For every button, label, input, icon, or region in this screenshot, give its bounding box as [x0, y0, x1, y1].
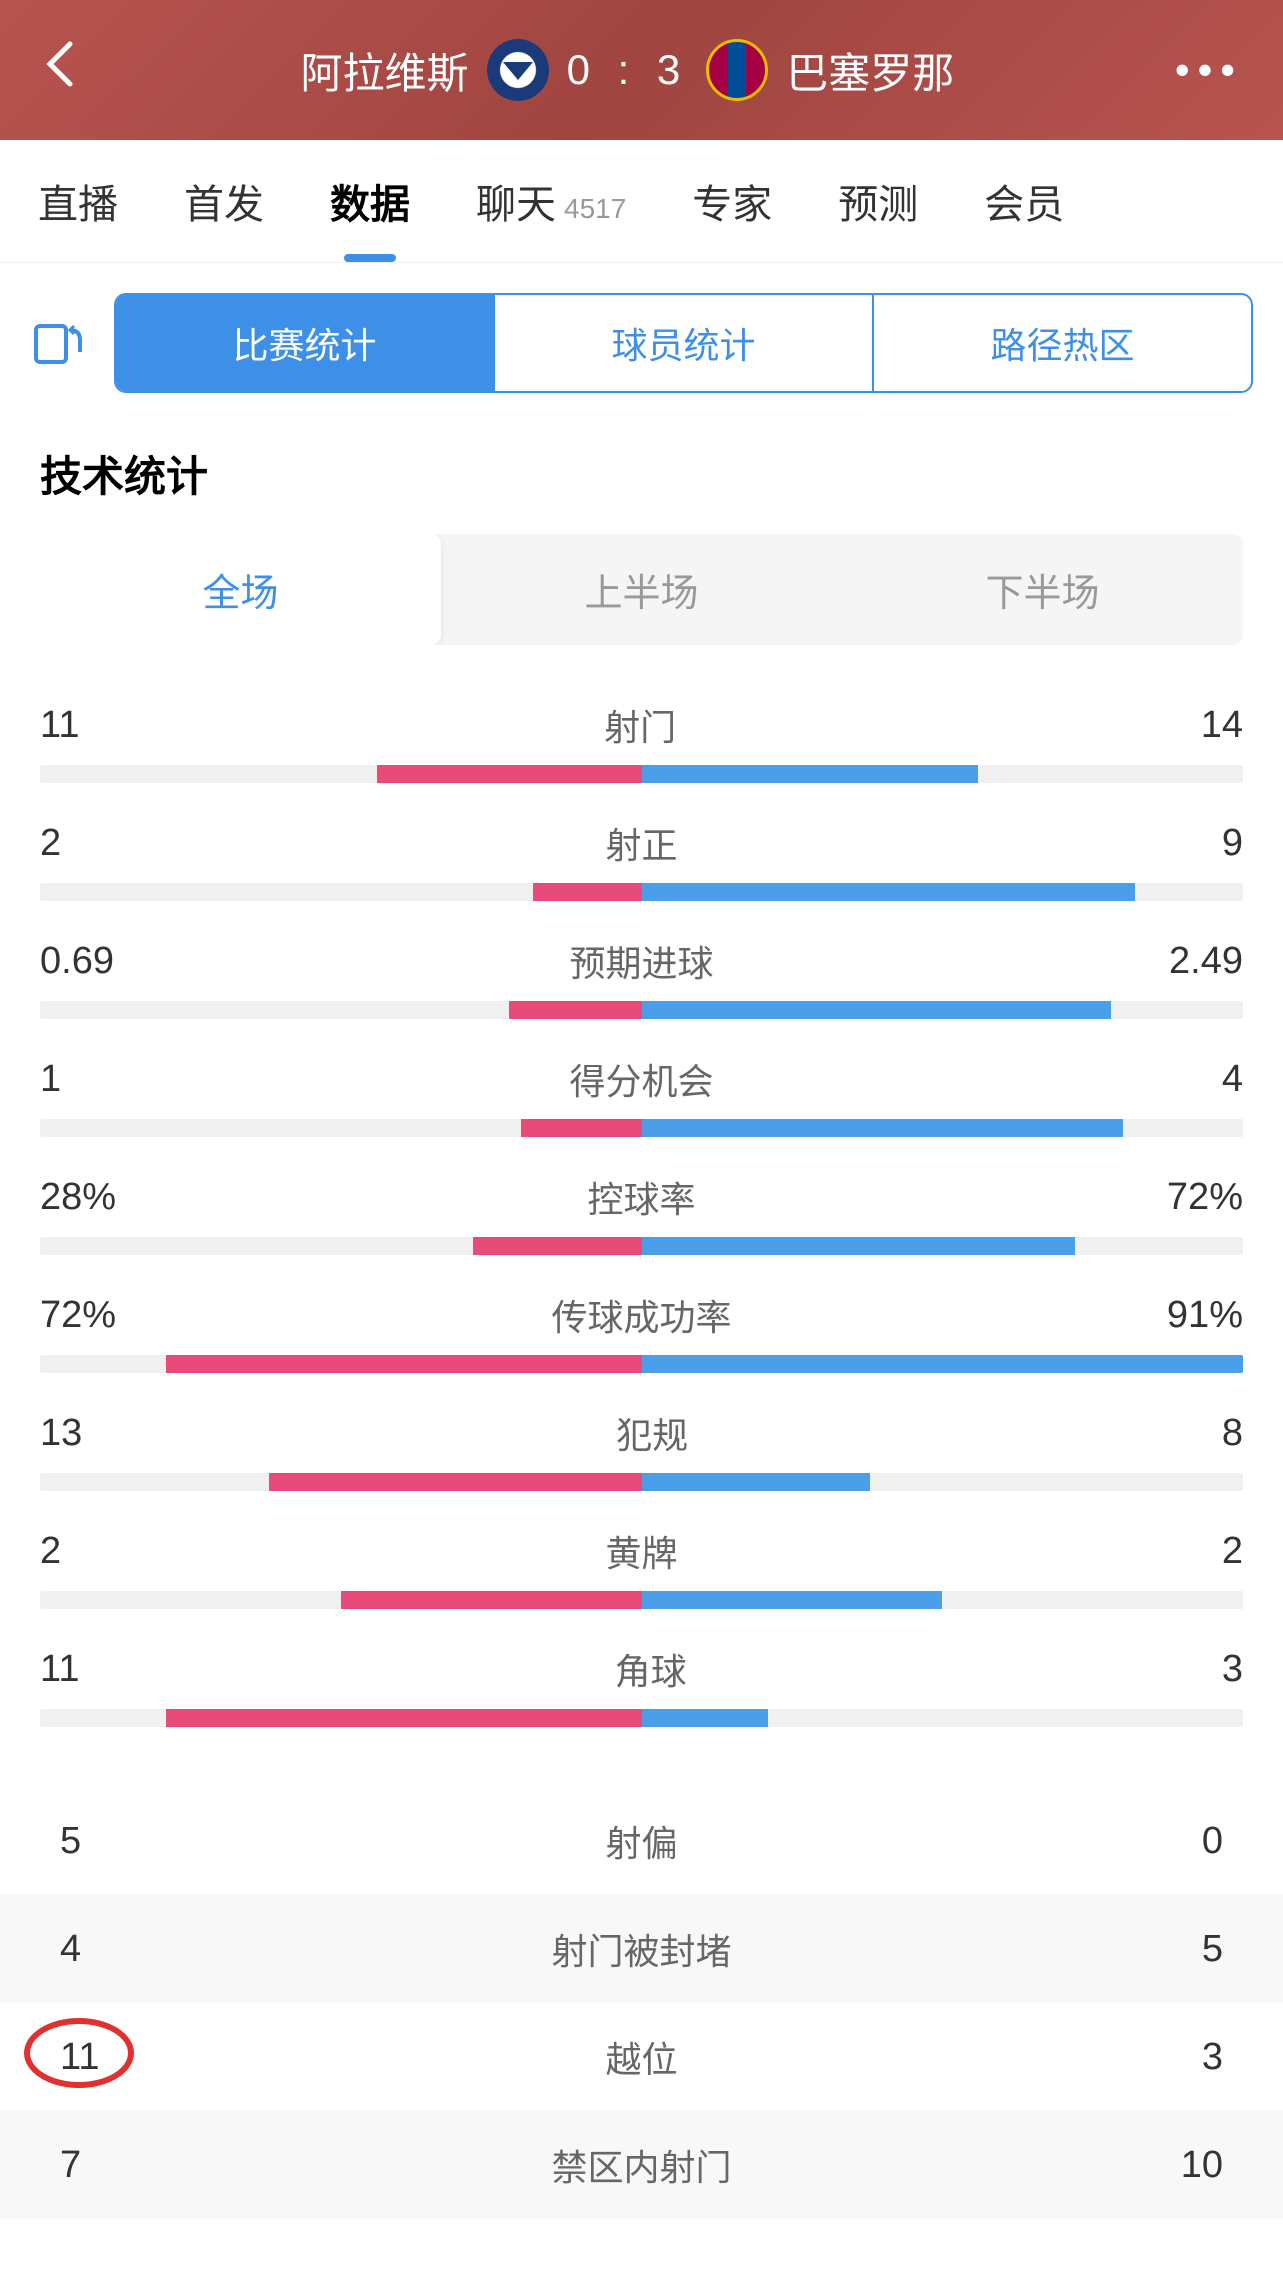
stat-away-value: 4: [1222, 1058, 1243, 1101]
nav-tab-5[interactable]: 预测: [830, 140, 926, 262]
stat-home-value: 11: [40, 1648, 79, 1691]
away-team-logo: [706, 39, 768, 101]
stat-name: 控球率: [587, 1171, 695, 1223]
stat-name: 犯规: [616, 1407, 688, 1459]
simple-away-value: 3: [1123, 2036, 1223, 2079]
stat-row: 2 射正 9: [0, 793, 1283, 911]
stat-home-value: 1: [40, 1058, 61, 1101]
stat-row: 2 黄牌 2: [0, 1501, 1283, 1619]
simple-home-value: 5: [60, 1820, 160, 1863]
stat-row: 0.69 预期进球 2.49: [0, 911, 1283, 1029]
match-header: 阿拉维斯 0 : 3 巴塞罗那 •••: [0, 0, 1283, 140]
stat-name: 角球: [615, 1643, 687, 1695]
nav-tab-1[interactable]: 首发: [176, 140, 272, 262]
stat-bar: [40, 1355, 1243, 1373]
stat-bar: [40, 1001, 1243, 1019]
nav-tab-3[interactable]: 聊天4517: [468, 140, 634, 262]
nav-tab-label: 聊天: [476, 172, 556, 230]
nav-tab-4[interactable]: 专家: [684, 140, 780, 262]
score-display: 阿拉维斯 0 : 3 巴塞罗那: [80, 39, 1175, 101]
simple-stat-name: 禁区内射门: [551, 2139, 731, 2191]
stat-away-value: 91%: [1167, 1294, 1243, 1337]
period-tab-1[interactable]: 上半场: [441, 534, 842, 645]
simple-away-value: 10: [1123, 2144, 1223, 2187]
stat-bar: [40, 1591, 1243, 1609]
stat-name: 黄牌: [605, 1525, 677, 1577]
home-team-name: 阿拉维斯: [301, 40, 469, 101]
simple-stat-row: 4 射门被封堵 5: [0, 1895, 1283, 2003]
stat-bar: [40, 1119, 1243, 1137]
nav-tab-count: 4517: [564, 193, 626, 225]
simple-stat-row: 7 禁区内射门 10: [0, 2111, 1283, 2219]
nav-tab-0[interactable]: 直播: [30, 140, 126, 262]
stat-row: 13 犯规 8: [0, 1383, 1283, 1501]
stat-home-value: 2: [40, 822, 61, 865]
stat-home-value: 28%: [40, 1176, 116, 1219]
segment-0[interactable]: 比赛统计: [116, 295, 495, 391]
home-team-logo: [487, 39, 549, 101]
simple-stat-name: 射门被封堵: [551, 1923, 731, 1975]
stat-bar: [40, 1473, 1243, 1491]
main-nav-tabs: 直播首发数据聊天4517专家预测会员: [0, 140, 1283, 263]
simple-home-value: 7: [60, 2144, 160, 2187]
back-button[interactable]: [40, 34, 80, 107]
stat-away-value: 72%: [1167, 1176, 1243, 1219]
stat-away-value: 2.49: [1169, 940, 1243, 983]
bar-stats-list: 11 射门 14 2 射正 9 0.69 预期进球 2.49 1: [0, 675, 1283, 1737]
stat-bar: [40, 1237, 1243, 1255]
stats-segment-control: 比赛统计球员统计路径热区: [114, 293, 1253, 393]
section-title: 技术统计: [0, 423, 1283, 534]
stat-name: 预期进球: [569, 935, 713, 987]
more-button[interactable]: •••: [1175, 46, 1243, 94]
period-tab-0[interactable]: 全场: [40, 534, 441, 645]
stat-away-value: 8: [1222, 1412, 1243, 1455]
nav-tab-6[interactable]: 会员: [976, 140, 1072, 262]
nav-tab-label: 预测: [838, 172, 918, 230]
stat-row: 11 角球 3: [0, 1619, 1283, 1737]
stat-home-value: 2: [40, 1530, 61, 1573]
simple-home-value: 11: [60, 2036, 160, 2079]
stat-bar: [40, 765, 1243, 783]
stat-home-value: 0.69: [40, 940, 114, 983]
stat-away-value: 14: [1201, 704, 1243, 747]
simple-home-value: 4: [60, 1928, 160, 1971]
match-score: 0 : 3: [567, 46, 689, 94]
segment-2[interactable]: 路径热区: [874, 295, 1251, 391]
period-tab-2[interactable]: 下半场: [842, 534, 1243, 645]
stat-home-value: 72%: [40, 1294, 116, 1337]
stat-home-value: 11: [40, 704, 79, 747]
nav-tab-label: 会员: [984, 172, 1064, 230]
sub-tabs-row: 比赛统计球员统计路径热区: [0, 263, 1283, 423]
segment-1[interactable]: 球员统计: [495, 295, 874, 391]
stat-name: 射门: [604, 699, 676, 751]
nav-tab-label: 直播: [38, 172, 118, 230]
stat-row: 28% 控球率 72%: [0, 1147, 1283, 1265]
period-tabs: 全场上半场下半场: [40, 534, 1243, 645]
simple-stat-row: 11 越位 3: [0, 2003, 1283, 2111]
stat-bar: [40, 1709, 1243, 1727]
stat-bar: [40, 883, 1243, 901]
rotate-icon[interactable]: [30, 316, 84, 370]
simple-stats-list: 5 射偏 0 4 射门被封堵 5 11 越位 3 7 禁区内射门 10: [0, 1787, 1283, 2219]
stat-away-value: 2: [1222, 1530, 1243, 1573]
simple-stat-name: 越位: [605, 2031, 677, 2083]
nav-tab-label: 首发: [184, 172, 264, 230]
simple-stat-row: 5 射偏 0: [0, 1787, 1283, 1895]
away-team-name: 巴塞罗那: [786, 40, 954, 101]
simple-stat-name: 射偏: [605, 1815, 677, 1867]
stat-name: 射正: [605, 817, 677, 869]
nav-tab-label: 数据: [330, 172, 410, 230]
stat-name: 得分机会: [569, 1053, 713, 1105]
nav-tab-label: 专家: [692, 172, 772, 230]
stat-away-value: 3: [1222, 1648, 1243, 1691]
stat-home-value: 13: [40, 1412, 82, 1455]
stat-row: 72% 传球成功率 91%: [0, 1265, 1283, 1383]
stat-name: 传球成功率: [551, 1289, 731, 1341]
simple-away-value: 5: [1123, 1928, 1223, 1971]
simple-away-value: 0: [1123, 1820, 1223, 1863]
stat-row: 11 射门 14: [0, 675, 1283, 793]
nav-tab-2[interactable]: 数据: [322, 140, 418, 262]
stat-away-value: 9: [1222, 822, 1243, 865]
stat-row: 1 得分机会 4: [0, 1029, 1283, 1147]
